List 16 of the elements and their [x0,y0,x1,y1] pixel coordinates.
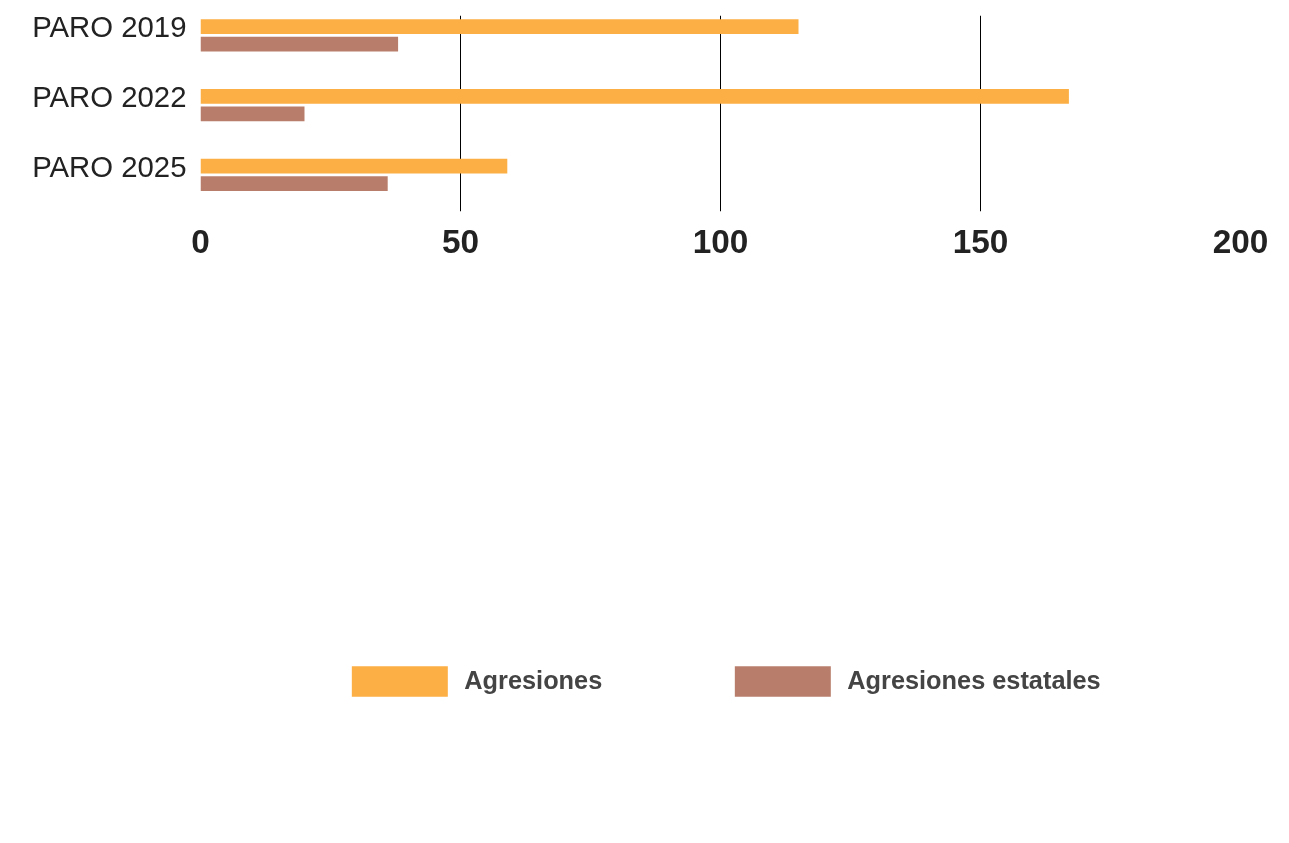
bar [200,36,399,52]
y-tick-label: PARO 2022 [32,79,187,113]
x-tick-label: 150 [952,222,1009,260]
bar [200,89,1069,104]
bar [200,19,799,34]
bar [200,106,305,122]
bar [200,158,508,174]
y-tick-label: PARO 2025 [32,149,187,183]
x-tick-label: 50 [441,222,480,260]
legend-label: Agresiones [464,666,603,695]
x-tick-label: 100 [692,222,749,260]
y-tick-label: PARO 2019 [32,10,187,44]
legend-label: Agresiones estatales [847,666,1101,695]
x-tick-label: 0 [191,222,210,260]
x-tick-label: 200 [1212,222,1269,260]
bar [200,176,388,191]
